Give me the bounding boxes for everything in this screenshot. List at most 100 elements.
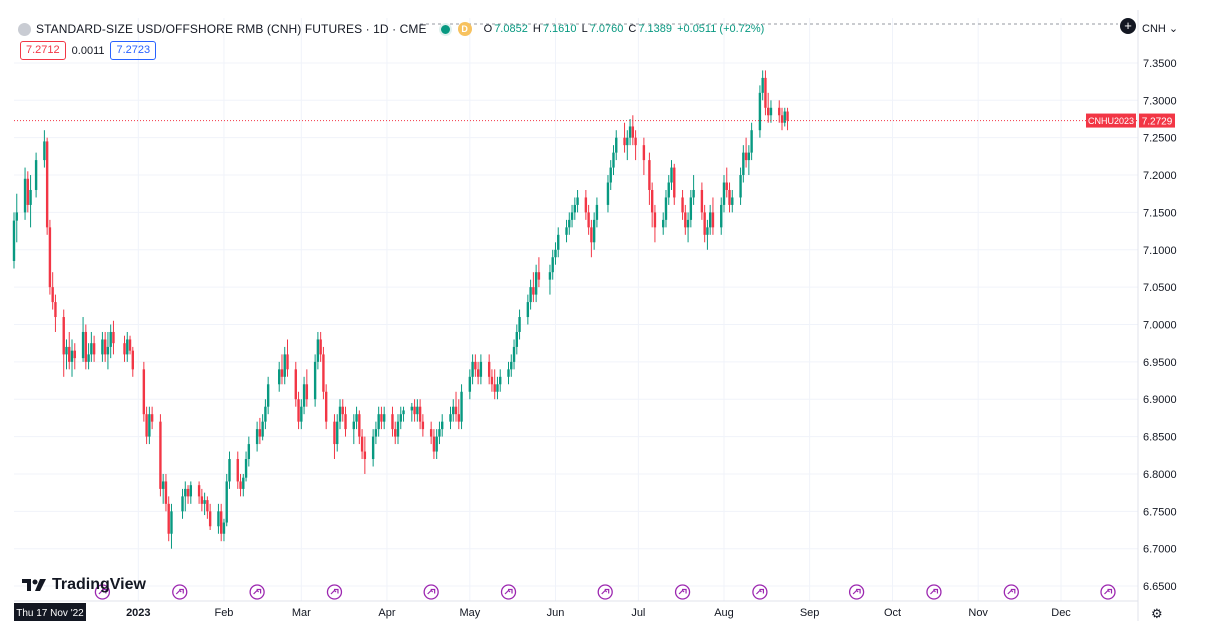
candle-body [416, 406, 419, 415]
candle [48, 219, 52, 295]
rollover-arrow-icon[interactable] [94, 584, 111, 600]
candle [750, 122, 753, 161]
candle [302, 376, 306, 415]
candle [239, 473, 242, 497]
rollover-arrow [504, 588, 513, 595]
price-axis[interactable]: 7.3500 7.3000 7.2500 7.2000 7.1500 7.1000 7.05… [1143, 58, 1177, 593]
market-status-icon[interactable] [438, 22, 452, 36]
candle-body [496, 384, 499, 392]
candle [244, 451, 248, 482]
candle-body [493, 384, 496, 392]
candle [722, 175, 726, 213]
currency-selector[interactable]: CNH ⌄ [1142, 22, 1178, 35]
candle [222, 518, 226, 542]
candle-body [43, 141, 46, 161]
candle [510, 354, 513, 377]
settings-gear-icon[interactable]: ⚙ [1151, 606, 1163, 621]
candle-body [708, 212, 712, 228]
crosshair-date-label: Thu 17 Nov '22 [16, 608, 84, 619]
candle-body [200, 496, 204, 504]
candle-body [103, 339, 107, 355]
last-price-tag-bg [1139, 113, 1175, 128]
ask-price[interactable]: 7.2723 [110, 41, 157, 60]
rollover-arrow-icon[interactable] [752, 584, 768, 600]
candle-body [324, 391, 328, 422]
candle [742, 145, 745, 183]
candle-body [186, 488, 190, 497]
rollover-arrow-icon[interactable] [172, 584, 188, 600]
price-tick-label: 7.1000 [1143, 245, 1177, 257]
symbol-title[interactable]: STANDARD-SIZE USD/OFFSHORE RMB (CNH) FUT… [36, 22, 427, 36]
candle [394, 421, 397, 445]
candle [689, 189, 693, 228]
candle-body [222, 522, 226, 534]
candle [313, 354, 317, 407]
interval-badge[interactable]: D [457, 22, 472, 36]
rollover-arrow [253, 588, 262, 595]
candle-body [739, 175, 742, 198]
candle [526, 294, 530, 325]
candle-body [181, 496, 184, 512]
candle-body [758, 92, 762, 131]
rollover-arrow-icon[interactable] [423, 584, 439, 600]
candle [305, 369, 309, 407]
candle-body [197, 485, 201, 497]
rollover-arrow-icon[interactable] [1003, 584, 1019, 600]
candle-body [92, 343, 96, 355]
candle-body [29, 189, 32, 205]
rollover-arrow-icon[interactable] [674, 584, 691, 600]
rollover-arrow [930, 588, 939, 595]
tradingview-logo[interactable]: TradingView [22, 576, 146, 594]
candle [606, 175, 610, 213]
rollover-arrow-icon[interactable] [926, 584, 942, 600]
bid-price[interactable]: 7.2712 [20, 41, 66, 60]
candle [529, 279, 532, 310]
time-axis[interactable]: 2023 Feb Mar Apr May Jun Jul Aug Sep Oct Nov Dec Thu… [14, 603, 1071, 621]
candle [355, 406, 358, 430]
rollover-arrow-icon[interactable] [249, 584, 265, 600]
candle [595, 197, 599, 228]
rollover-arrow-icon[interactable] [1100, 584, 1116, 600]
candle-body [595, 204, 599, 220]
candle [441, 414, 444, 437]
candle-body [217, 511, 220, 527]
candle [761, 70, 764, 101]
candle [106, 331, 110, 370]
candle [612, 145, 615, 176]
add-currency-icon[interactable]: + [1120, 18, 1136, 34]
candle [164, 473, 168, 512]
rollover-arrow-icon[interactable] [326, 584, 343, 600]
candle-body [90, 343, 93, 355]
rollover-arrow [755, 588, 765, 595]
rollover-arrow-icon[interactable] [500, 584, 517, 600]
open-value: 7.0852 [494, 23, 528, 35]
rollover-marks[interactable] [94, 584, 1116, 600]
candle-body [667, 182, 670, 198]
candle [590, 219, 593, 258]
candle-body [706, 227, 709, 235]
candle-body [358, 414, 361, 437]
candle [476, 361, 480, 385]
candle [286, 339, 289, 377]
candle [92, 335, 96, 362]
candle [413, 399, 416, 422]
candle [206, 496, 209, 519]
candle [662, 212, 665, 235]
candle-body [557, 234, 560, 250]
candle [300, 399, 303, 430]
rollover-arrow-icon[interactable] [848, 584, 865, 600]
candle-body [471, 361, 474, 377]
candle-body [568, 219, 571, 228]
candle [161, 473, 165, 504]
rollover-arrow-icon[interactable] [597, 584, 613, 600]
candle [487, 354, 491, 385]
close-key: C [628, 23, 637, 35]
candle [131, 346, 134, 377]
rollover-circle [500, 584, 517, 600]
candle [402, 406, 405, 422]
tradingview-logo-icon [22, 579, 46, 591]
candle [264, 399, 267, 430]
candle [700, 182, 704, 220]
candle [626, 130, 629, 161]
